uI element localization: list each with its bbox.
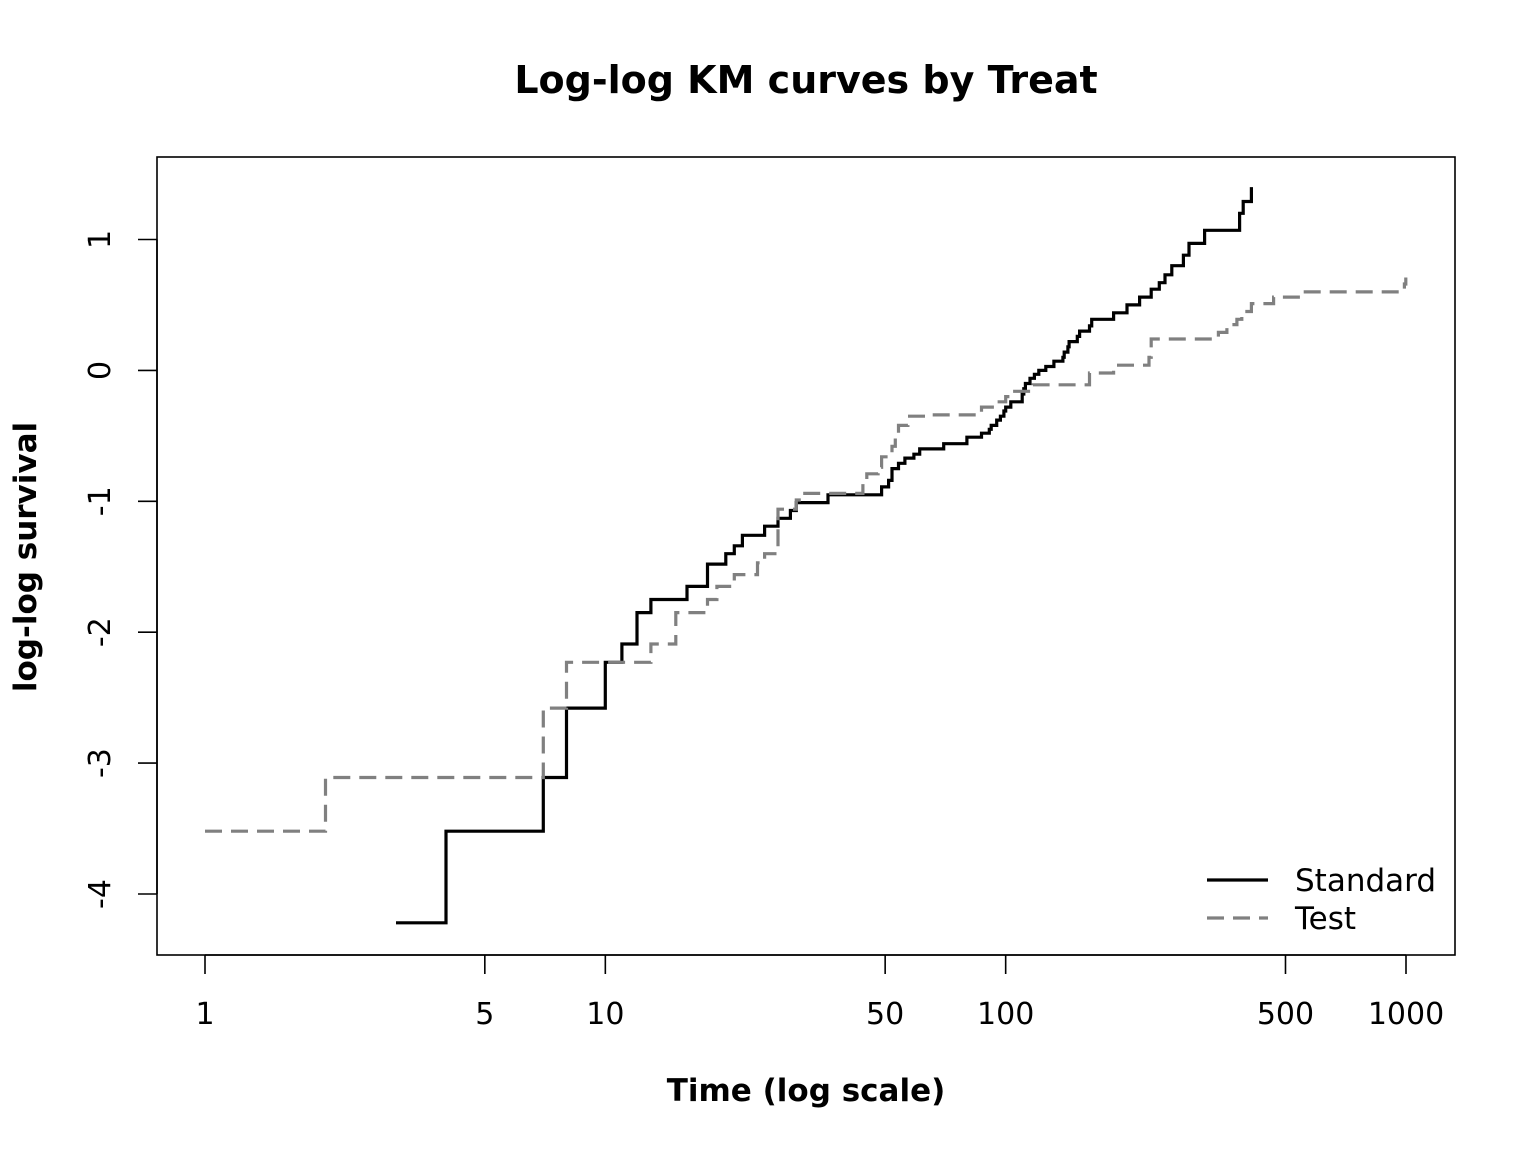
x-tick-label: 1000 [1368,997,1444,1032]
y-tick-label: 1 [83,230,118,249]
x-tick-label: 1 [195,997,214,1032]
y-tick-label: -1 [83,486,118,516]
x-tick-label: 500 [1257,997,1314,1032]
y-axis: -4 -3 -2 -1 0 1 [83,230,158,909]
y-tick-label: -3 [83,748,118,778]
legend-label-standard: Standard [1295,863,1436,899]
x-axis: 1 5 10 50 100 500 1000 [195,954,1444,1032]
series-layer [205,187,1408,925]
legend-label-test: Test [1294,901,1356,937]
series-line-standard [396,187,1253,925]
x-axis-label: Time (log scale) [667,1073,946,1109]
x-tick-label: 100 [977,997,1034,1032]
y-tick-label: -4 [83,879,118,909]
x-tick-label: 50 [866,997,904,1032]
y-tick-label: 0 [83,361,118,380]
x-tick-label: 5 [475,997,494,1032]
series-line-test [205,277,1408,833]
x-tick-label: 10 [586,997,624,1032]
plot-frame [156,156,1456,956]
y-tick-label: -2 [83,617,118,647]
chart-title: Log-log KM curves by Treat [514,58,1097,102]
y-axis-label: log-log survival [8,422,44,692]
